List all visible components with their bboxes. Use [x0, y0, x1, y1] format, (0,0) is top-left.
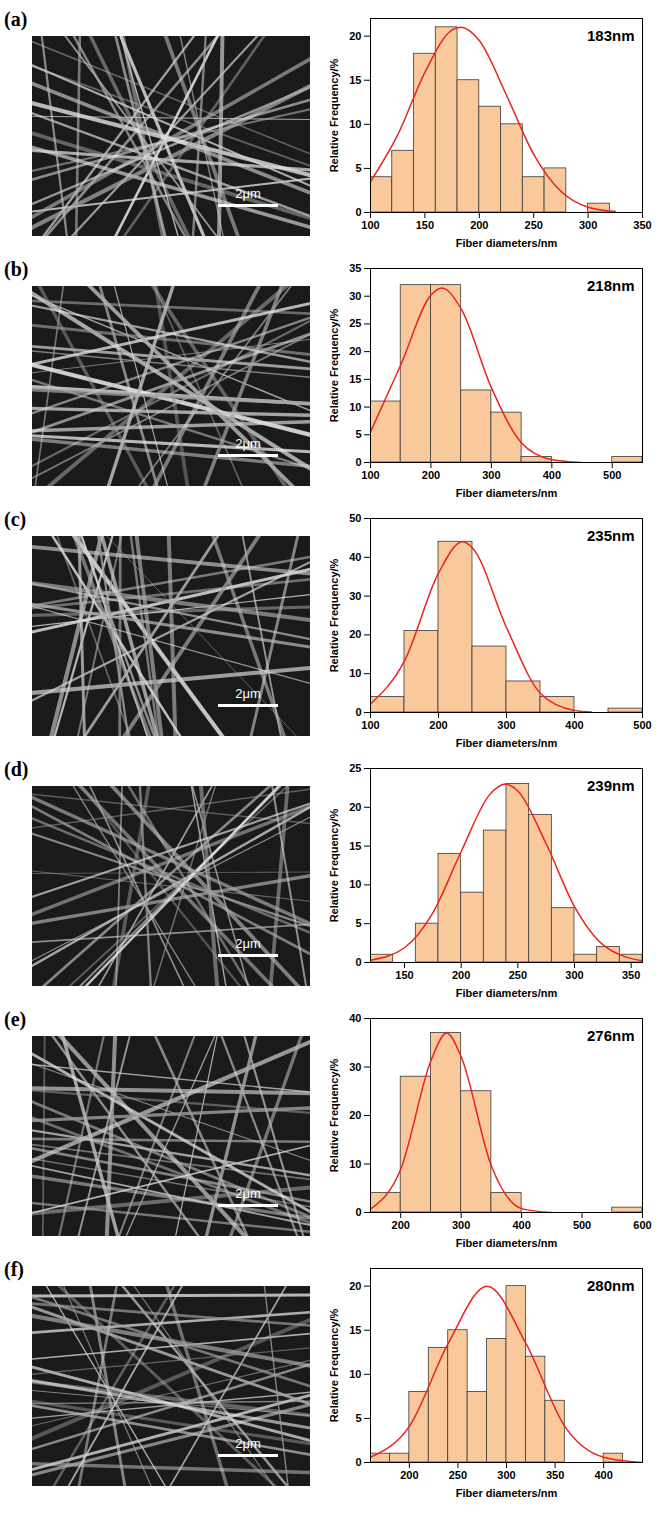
svg-text:350: 350: [622, 969, 640, 981]
svg-text:400: 400: [543, 469, 561, 481]
svg-text:20: 20: [349, 628, 361, 640]
svg-text:10: 10: [349, 1368, 361, 1380]
svg-text:25: 25: [349, 762, 361, 774]
svg-text:200: 200: [452, 969, 470, 981]
html-text:(e): (e): [4, 1008, 27, 1030]
svg-text:2μm: 2μm: [235, 936, 261, 951]
svg-text:100: 100: [361, 469, 379, 481]
svg-text:2μm: 2μm: [235, 186, 261, 201]
svg-text:5: 5: [355, 1412, 361, 1424]
svg-text:280nm: 280nm: [587, 1277, 635, 1294]
svg-text:0: 0: [355, 456, 361, 468]
svg-text:2μm: 2μm: [235, 436, 261, 451]
svg-text:500: 500: [633, 719, 651, 731]
svg-text:150: 150: [395, 969, 413, 981]
svg-text:300: 300: [579, 219, 597, 231]
svg-text:15: 15: [349, 840, 361, 852]
svg-text:Fiber diameters/nm: Fiber diameters/nm: [456, 237, 558, 249]
svg-text:5: 5: [355, 917, 361, 929]
svg-text:10: 10: [349, 118, 361, 130]
svg-text:5: 5: [355, 162, 361, 174]
svg-text:Fiber diameters/nm: Fiber diameters/nm: [456, 487, 558, 499]
svg-text:10: 10: [349, 667, 361, 679]
html-text:(c): (c): [4, 508, 27, 530]
svg-text:200: 200: [392, 1219, 410, 1231]
svg-text:400: 400: [594, 1469, 612, 1481]
svg-text:500: 500: [603, 469, 621, 481]
svg-text:2μm: 2μm: [235, 1436, 261, 1451]
svg-text:150: 150: [416, 219, 434, 231]
svg-text:300: 300: [452, 1219, 470, 1231]
svg-text:5: 5: [355, 428, 361, 440]
svg-text:10: 10: [349, 401, 361, 413]
svg-text:Relative Frequency/%: Relative Frequency/%: [328, 558, 340, 672]
svg-text:Fiber diameters/nm: Fiber diameters/nm: [456, 987, 558, 999]
svg-text:Relative Frequency/%: Relative Frequency/%: [328, 58, 340, 172]
svg-text:Relative Frequency/%: Relative Frequency/%: [328, 1058, 340, 1172]
svg-text:20: 20: [349, 801, 361, 813]
svg-text:200: 200: [422, 469, 440, 481]
svg-text:183nm: 183nm: [587, 27, 635, 44]
svg-text:30: 30: [349, 1061, 361, 1073]
svg-text:250: 250: [509, 969, 527, 981]
svg-text:50: 50: [349, 512, 361, 524]
svg-text:350: 350: [633, 219, 651, 231]
svg-text:350: 350: [546, 1469, 564, 1481]
svg-text:250: 250: [449, 1469, 467, 1481]
svg-text:200: 200: [429, 719, 447, 731]
svg-text:239nm: 239nm: [587, 777, 635, 794]
svg-text:400: 400: [565, 719, 583, 731]
svg-text:15: 15: [349, 1324, 361, 1336]
html-text:(b): (b): [4, 258, 29, 280]
svg-text:Fiber diameters/nm: Fiber diameters/nm: [456, 737, 558, 749]
svg-text:0: 0: [355, 1456, 361, 1468]
svg-text:10: 10: [349, 1158, 361, 1170]
svg-text:Fiber diameters/nm: Fiber diameters/nm: [456, 1237, 558, 1249]
svg-text:100: 100: [361, 719, 379, 731]
svg-text:200: 200: [470, 219, 488, 231]
svg-text:40: 40: [349, 1012, 361, 1024]
svg-text:600: 600: [633, 1219, 651, 1231]
svg-text:300: 300: [482, 469, 500, 481]
svg-text:300: 300: [497, 719, 515, 731]
svg-text:25: 25: [349, 317, 361, 329]
svg-text:20: 20: [349, 30, 361, 42]
svg-text:218nm: 218nm: [587, 277, 635, 294]
svg-text:250: 250: [525, 219, 543, 231]
svg-text:200: 200: [400, 1469, 418, 1481]
svg-text:2μm: 2μm: [235, 1186, 261, 1201]
svg-text:20: 20: [349, 345, 361, 357]
svg-text:30: 30: [349, 290, 361, 302]
html-text:(f): (f): [4, 1258, 24, 1280]
html-text:(d): (d): [4, 758, 29, 780]
html-text:(a): (a): [4, 8, 28, 30]
svg-text:15: 15: [349, 373, 361, 385]
svg-text:30: 30: [349, 590, 361, 602]
svg-text:Relative Frequency/%: Relative Frequency/%: [328, 808, 340, 922]
svg-text:0: 0: [355, 206, 361, 218]
svg-text:300: 300: [565, 969, 583, 981]
svg-text:0: 0: [355, 956, 361, 968]
svg-text:300: 300: [497, 1469, 515, 1481]
svg-text:276nm: 276nm: [587, 1027, 635, 1044]
svg-text:20: 20: [349, 1109, 361, 1121]
svg-text:0: 0: [355, 1206, 361, 1218]
svg-text:400: 400: [512, 1219, 530, 1231]
svg-text:Relative Frequency/%: Relative Frequency/%: [328, 308, 340, 422]
svg-text:10: 10: [349, 878, 361, 890]
svg-text:15: 15: [349, 74, 361, 86]
svg-text:100: 100: [361, 219, 379, 231]
svg-text:40: 40: [349, 551, 361, 563]
svg-text:35: 35: [349, 262, 361, 274]
svg-text:235nm: 235nm: [587, 527, 635, 544]
svg-text:20: 20: [349, 1280, 361, 1292]
svg-text:Fiber diameters/nm: Fiber diameters/nm: [456, 1487, 558, 1499]
svg-text:500: 500: [573, 1219, 591, 1231]
svg-text:2μm: 2μm: [235, 686, 261, 701]
svg-text:Relative Frequency/%: Relative Frequency/%: [328, 1308, 340, 1422]
svg-text:0: 0: [355, 706, 361, 718]
